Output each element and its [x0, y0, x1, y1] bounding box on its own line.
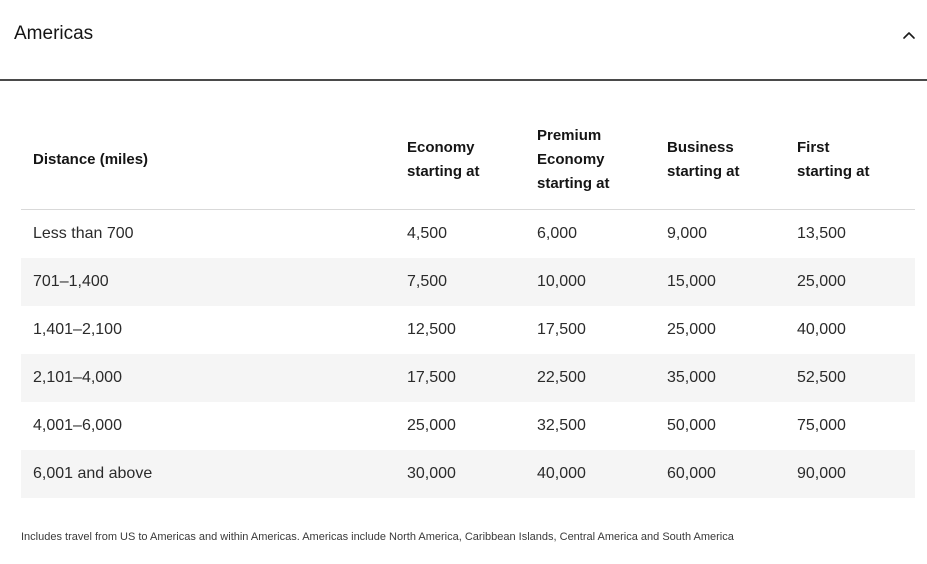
- economy-cell: 12,500: [407, 321, 456, 338]
- premium-economy-cell: 6,000: [537, 225, 578, 242]
- first-cell: 75,000: [797, 417, 846, 434]
- first-cell: 25,000: [785, 258, 915, 306]
- header-line: starting at: [797, 162, 870, 180]
- header-line: starting at: [667, 162, 740, 180]
- accordion-header-americas[interactable]: Americas: [0, 0, 927, 81]
- header-line: Distance (miles): [33, 150, 149, 168]
- award-chart-table: Distance (miles) Economy starting at Pre…: [21, 110, 915, 498]
- economy-cell: 4,500: [407, 225, 448, 242]
- header-business: Business starting at: [655, 110, 785, 210]
- header-line: Premium: [537, 126, 602, 144]
- accordion-title: Americas: [14, 23, 94, 44]
- chevron-up-icon[interactable]: [902, 29, 916, 41]
- header-premium-economy: Premium Economy starting at: [525, 110, 655, 210]
- distance-cell: 1,401–2,100: [33, 321, 122, 338]
- distance-cell: Less than 700: [33, 225, 134, 242]
- business-cell: 15,000: [655, 258, 785, 306]
- first-cell: 90,000: [785, 450, 915, 498]
- table-row: 2,101–4,000 17,500 22,500 35,000 52,500: [21, 354, 915, 402]
- table-row: 6,001 and above 30,000 40,000 60,000 90,…: [21, 450, 915, 498]
- table-header-row: Distance (miles) Economy starting at Pre…: [21, 110, 915, 210]
- first-cell: 52,500: [785, 354, 915, 402]
- economy-cell: 25,000: [407, 417, 456, 434]
- header-line: starting at: [407, 162, 480, 180]
- business-cell: 9,000: [667, 225, 708, 242]
- premium-economy-cell: 40,000: [525, 450, 655, 498]
- header-line: First: [797, 138, 830, 156]
- business-cell: 50,000: [667, 417, 716, 434]
- premium-economy-cell: 22,500: [525, 354, 655, 402]
- table-row: 4,001–6,000 25,000 32,500 50,000 75,000: [21, 402, 915, 450]
- header-line: Economy: [407, 138, 475, 156]
- first-cell: 40,000: [797, 321, 846, 338]
- economy-cell: 30,000: [395, 450, 525, 498]
- header-economy: Economy starting at: [395, 110, 525, 210]
- header-first: First starting at: [785, 110, 915, 210]
- header-distance: Distance (miles): [21, 110, 395, 210]
- premium-economy-cell: 10,000: [525, 258, 655, 306]
- table-row: 1,401–2,100 12,500 17,500 25,000 40,000: [21, 306, 915, 354]
- header-line: starting at: [537, 174, 610, 192]
- footnote: Includes travel from US to Americas and …: [21, 531, 734, 543]
- first-cell: 13,500: [797, 225, 846, 242]
- business-cell: 25,000: [667, 321, 716, 338]
- header-line: Business: [667, 138, 734, 156]
- premium-economy-cell: 32,500: [537, 417, 586, 434]
- premium-economy-cell: 17,500: [537, 321, 586, 338]
- table-row: 701–1,400 7,500 10,000 15,000 25,000: [21, 258, 915, 306]
- distance-cell: 2,101–4,000: [21, 354, 395, 402]
- business-cell: 35,000: [655, 354, 785, 402]
- economy-cell: 17,500: [395, 354, 525, 402]
- distance-cell: 6,001 and above: [21, 450, 395, 498]
- distance-cell: 701–1,400: [21, 258, 395, 306]
- distance-cell: 4,001–6,000: [33, 417, 122, 434]
- table-row: Less than 700 4,500 6,000 9,000 13,500: [21, 210, 915, 259]
- business-cell: 60,000: [655, 450, 785, 498]
- economy-cell: 7,500: [395, 258, 525, 306]
- header-line: Economy: [537, 150, 605, 168]
